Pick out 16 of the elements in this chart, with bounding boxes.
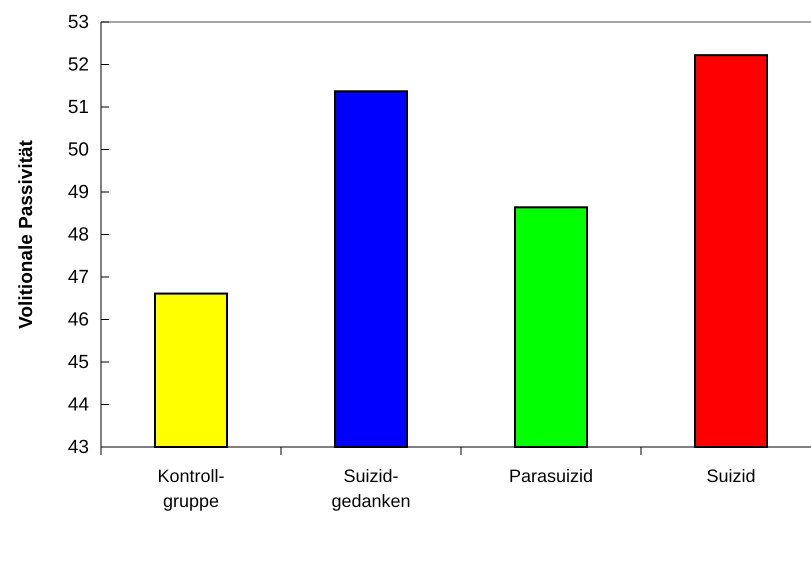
x-tick-label: Parasuizid xyxy=(508,466,594,486)
x-tick-label: Kontroll- gruppe xyxy=(157,466,225,511)
y-tick-label: 44 xyxy=(68,394,90,416)
y-tick-label: 43 xyxy=(68,437,89,458)
y-tick-label: 48 xyxy=(68,224,89,246)
x-tick-label: Suizid xyxy=(706,466,756,486)
y-tick-label: 51 xyxy=(68,97,89,118)
y-tick-label: 53 xyxy=(68,12,89,34)
y-tick-label: 47 xyxy=(68,267,89,288)
y-tick-label: 45 xyxy=(68,352,89,374)
x-tick-label: Suizid- gedanken xyxy=(331,466,411,511)
y-tick-label: 52 xyxy=(68,54,89,76)
y-tick-label: 46 xyxy=(68,310,89,331)
y-axis-title: Volitionale Passivität xyxy=(16,140,37,329)
y-tick-label: 49 xyxy=(68,182,89,204)
y-tick-label: 50 xyxy=(68,140,89,161)
